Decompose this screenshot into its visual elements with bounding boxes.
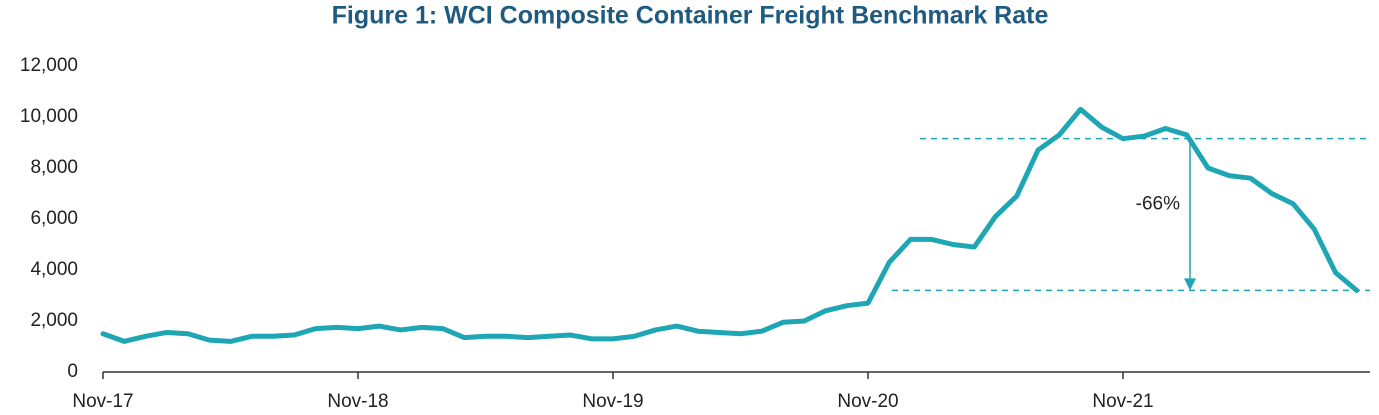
y-tick-label: 6,000 (30, 208, 78, 229)
y-tick-label: 12,000 (20, 55, 78, 76)
x-tick-label: Nov-20 (837, 391, 898, 412)
chart-title: Figure 1: WCI Composite Container Freigh… (332, 2, 1049, 30)
data-line (100, 106, 1360, 344)
y-tick-label: 0 (67, 361, 78, 382)
x-tick-label: Nov-21 (1092, 391, 1153, 412)
y-tick-label: 2,000 (30, 310, 78, 331)
x-tick-label: Nov-19 (582, 391, 643, 412)
y-tick-label: 8,000 (30, 157, 78, 178)
y-tick-label: 10,000 (20, 106, 78, 127)
annotation: -66% (1136, 194, 1180, 215)
x-tick-label: Nov-18 (327, 391, 388, 412)
x-tick-label: Nov-17 (72, 391, 133, 412)
arrow-head (1184, 278, 1196, 291)
y-tick-label: 4,000 (30, 259, 78, 280)
